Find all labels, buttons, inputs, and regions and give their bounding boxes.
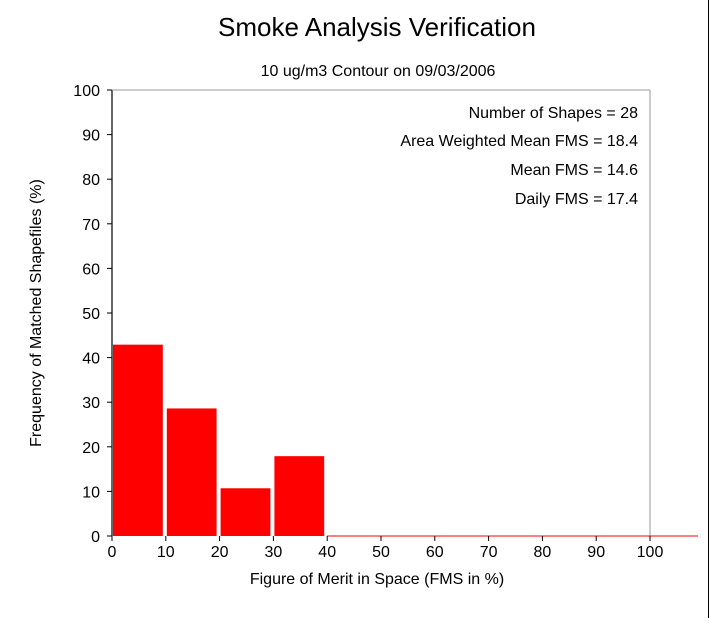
histogram-bar [113,344,163,536]
x-tick-label: 100 [637,544,664,561]
x-tick-label: 50 [372,544,390,561]
y-tick-label: 100 [73,83,100,100]
x-tick-label: 60 [426,544,444,561]
x-tick-label: 40 [318,544,336,561]
x-tick-label: 80 [534,544,552,561]
histogram-bar [274,456,325,536]
stats-annotations: Number of Shapes = 28 Area Weighted Mean… [400,105,638,208]
ticks-group: 0 10 20 30 40 50 60 70 80 90 100 0 10 20 30 40 50 60 70 80 9… [73,83,663,561]
x-tick-label: 30 [265,544,283,561]
y-tick-label: 80 [82,172,100,189]
x-tick-label: 0 [108,544,117,561]
x-tick-label: 70 [480,544,498,561]
x-tick-label: 20 [211,544,229,561]
y-tick-label: 40 [82,351,100,368]
y-tick-label: 90 [82,128,100,145]
y-axis-label: Frequency of Matched Shapefiles (%) [28,179,45,447]
y-tick-label: 0 [91,529,100,546]
y-tick-label: 70 [82,217,100,234]
bars-group [113,344,698,537]
annotation-area-weighted-mean: Area Weighted Mean FMS = 18.4 [400,133,638,150]
annotation-number-of-shapes: Number of Shapes = 28 [469,105,639,122]
y-tick-label: 20 [82,440,100,457]
annotation-daily-fms: Daily FMS = 17.4 [515,191,638,208]
y-tick-label: 10 [82,484,100,501]
annotation-mean-fms: Mean FMS = 14.6 [510,162,638,179]
histogram-bar [166,408,217,536]
y-tick-label: 30 [82,395,100,412]
chart-subtitle: 10 ug/m3 Contour on 09/03/2006 [261,63,496,80]
y-tick-label: 50 [82,306,100,323]
histogram-bar [220,488,271,536]
x-tick-label: 90 [587,544,605,561]
chart-title: Smoke Analysis Verification [218,12,536,42]
x-axis-label: Figure of Merit in Space (FMS in %) [250,571,504,588]
y-tick-label: 60 [82,261,100,278]
x-tick-label: 10 [157,544,175,561]
